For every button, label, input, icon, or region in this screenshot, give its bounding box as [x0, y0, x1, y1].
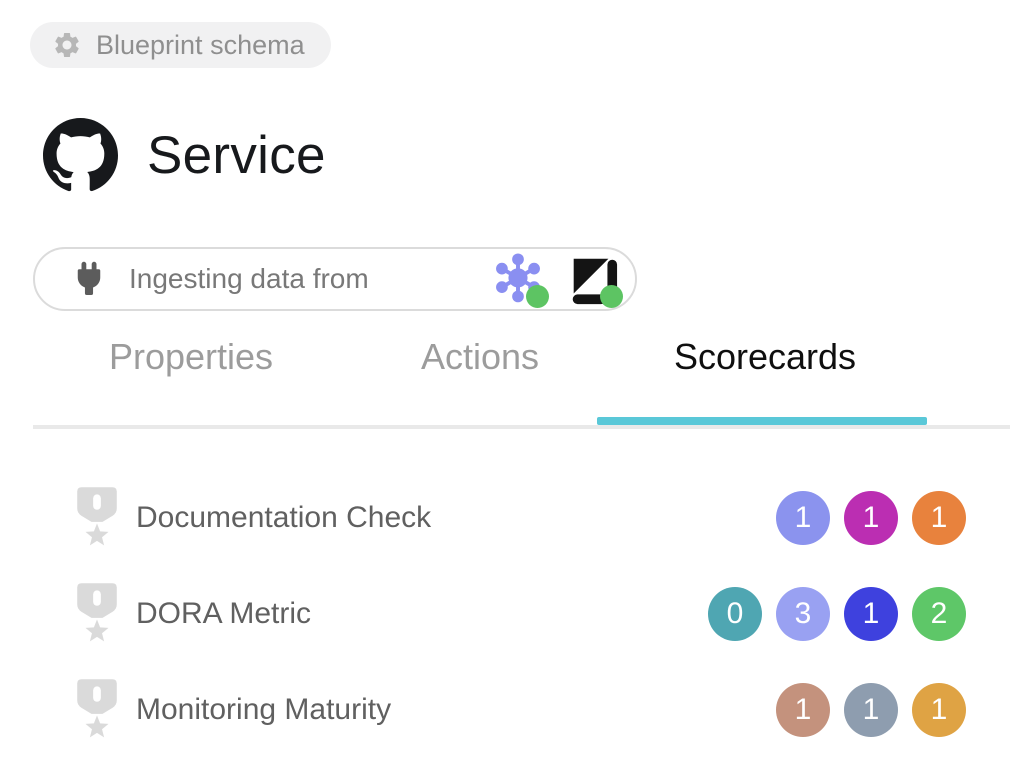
github-logo-icon [43, 118, 118, 192]
tab-properties[interactable]: Properties [108, 336, 274, 377]
scorecard-level-badge[interactable]: 3 [776, 587, 830, 641]
gear-icon [55, 33, 79, 57]
scorecard-level-badge[interactable]: 1 [912, 491, 966, 545]
tab-bar-divider [33, 425, 1010, 429]
scorecard-level-badge[interactable]: 0 [708, 587, 762, 641]
scorecard-name: DORA Metric [136, 597, 312, 630]
integration-list [491, 252, 623, 308]
tab-actions[interactable]: Actions [420, 336, 540, 377]
integration-status-dot [600, 285, 623, 308]
scorecard-level-badge[interactable]: 1 [844, 587, 898, 641]
scorecard-name: Monitoring Maturity [136, 693, 392, 726]
ingestion-pill[interactable]: Ingesting data from [33, 247, 637, 311]
scorecard-level-badge[interactable]: 1 [844, 491, 898, 545]
medal-icon [77, 487, 117, 546]
scorecard-level-badge[interactable]: 1 [776, 491, 830, 545]
scorecard-level-badge[interactable]: 1 [844, 683, 898, 737]
scorecard-row-left: Documentation Check [75, 487, 431, 549]
integration-hub-network[interactable] [491, 252, 549, 308]
scorecard-name: Documentation Check [136, 501, 432, 534]
scorecard-level-badge[interactable]: 1 [776, 683, 830, 737]
scorecard-row-left: Monitoring Maturity [75, 679, 391, 741]
integration-arrow-square[interactable] [565, 252, 623, 308]
tab-scorecards[interactable]: Scorecards [673, 336, 857, 377]
blueprint-schema-badge: Blueprint schema [30, 22, 331, 68]
hub-network-icon [496, 253, 540, 303]
active-tab-underline [597, 417, 927, 425]
plug-icon [77, 261, 101, 296]
ingestion-label: Ingesting data from [129, 263, 369, 294]
integration-status-dot [526, 285, 549, 308]
medal-icon [77, 583, 117, 642]
blueprint-header: Service [43, 118, 326, 193]
scorecard-level-badge[interactable]: 2 [912, 587, 966, 641]
scorecard-level-badge[interactable]: 1 [912, 683, 966, 737]
blueprint-schema-label: Blueprint schema [96, 29, 305, 60]
medal-icon [77, 679, 117, 738]
page-title: Service [147, 126, 326, 185]
scorecard-row-left: DORA Metric [75, 583, 311, 645]
